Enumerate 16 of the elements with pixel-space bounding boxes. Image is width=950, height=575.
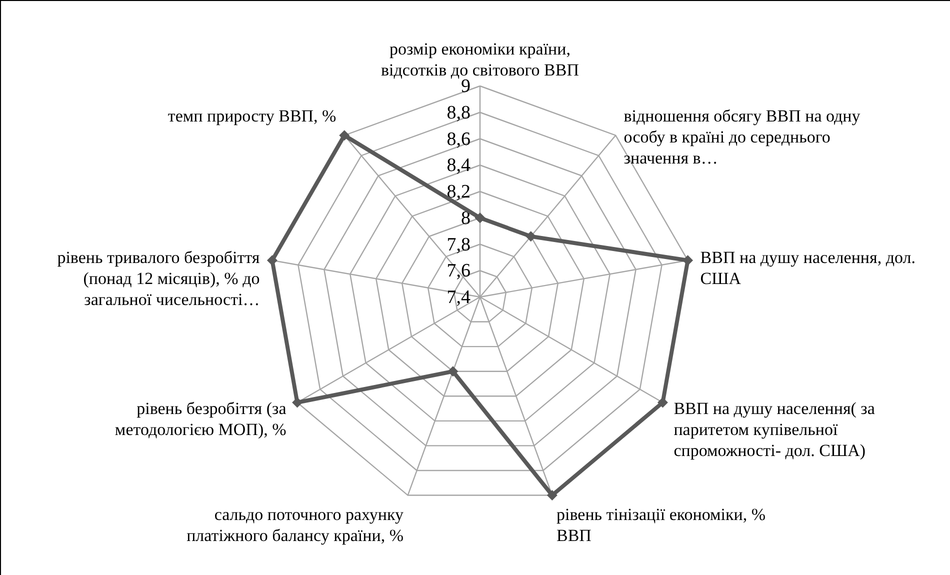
spoke-label: рівень безробіття (за методологією МОП), % xyxy=(114,398,287,439)
y-tick-label: 8,8 xyxy=(446,102,471,124)
spoke-label: ВВП на душу населення( за паритетом купівельної спроможності- дол. США) xyxy=(674,398,876,460)
y-tick-label: 8,2 xyxy=(446,182,471,202)
spoke-label: темп приросту ВВП, % xyxy=(168,106,336,126)
spoke-label: сальдо поточного рахунку платіжного балансу країни, % xyxy=(186,505,404,546)
spoke-label: рівень тривалого безробіття (понад 12 місяців), % до загальної чисельності… xyxy=(57,248,260,310)
spoke-label: рівень тінізації економіки, % ВВП xyxy=(556,505,766,546)
y-tick-label: 7,8 xyxy=(446,234,471,256)
spoke-label: відношення обсягу ВВП на одну особу в країні до середнього значення в… xyxy=(624,106,861,168)
spoke-label: ВВП на душу населення, дол. США xyxy=(700,248,916,288)
y-tick-label: 7,6 xyxy=(446,260,471,282)
y-tick-label: 8 xyxy=(461,208,471,229)
y-tick-label: 7,4 xyxy=(446,287,472,308)
y-tick-label: 8,6 xyxy=(446,128,471,150)
y-tick-label: 8,4 xyxy=(446,155,472,176)
